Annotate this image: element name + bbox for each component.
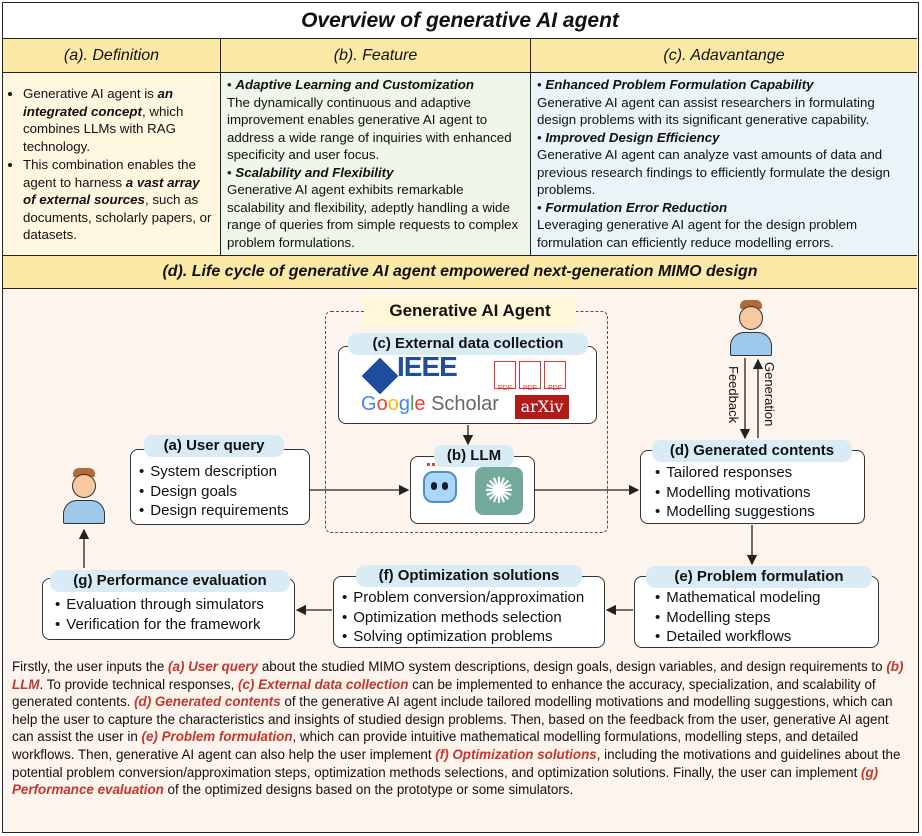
highlighted-term: (b) LLM	[12, 659, 904, 692]
description-text: . To provide technical responses,	[39, 676, 239, 692]
definition-body: Generative AI agent is an integrated con…	[3, 73, 221, 255]
agent-title: Generative AI Agent	[364, 296, 576, 326]
definition-bullet: Generative AI agent is an integrated con…	[23, 85, 214, 155]
list-item: Modelling steps	[655, 608, 878, 628]
advantage-text: Leveraging generative AI agent for the d…	[537, 217, 858, 250]
advantage-text: Generative AI agent can assist researche…	[537, 94, 875, 128]
list-item: Design requirements	[139, 501, 309, 521]
generated-contents-box: Tailored responses Modelling motivations…	[640, 450, 865, 524]
chatgpt-icon: ✺	[475, 467, 523, 515]
user-icon-left	[62, 468, 106, 526]
feature-text: Generative AI agent exhibits remarkable …	[227, 182, 519, 250]
advantage-item: • Improved Design Efficiency	[537, 129, 720, 145]
robot-icon	[423, 471, 457, 503]
advantage-body: • Enhanced Problem Formulation Capabilit…	[531, 73, 917, 255]
description-text: can be implemented to enhance the accura…	[12, 676, 876, 710]
highlighted-term: (c) External data collection	[238, 676, 409, 692]
list-item: Solving optimization problems	[342, 627, 604, 647]
list-item: Tailored responses	[655, 463, 864, 483]
optimization-solutions-label: (f) Optimization solutions	[356, 565, 582, 587]
list-item: Modelling motivations	[655, 483, 864, 503]
list-item: Modelling suggestions	[655, 502, 864, 522]
llm-box: ✺	[410, 456, 535, 524]
pdf-icons: PDF PDF PDF	[494, 361, 566, 392]
list-item: Design goals	[139, 482, 309, 502]
list-item: Problem conversion/approximation	[342, 588, 604, 608]
lifecycle-description: Firstly, the user inputs the (a) User qu…	[12, 658, 907, 799]
pdf-icon: PDF	[494, 361, 516, 392]
optimization-solutions-box: Problem conversion/approximation Optimiz…	[333, 576, 605, 648]
description-text: , which can provide intuitive mathematic…	[12, 729, 859, 762]
external-data-box: IEEE Google Scholar PDF PDF PDF arXiv	[338, 346, 597, 424]
highlighted-term: (e) Problem formulation	[141, 729, 293, 745]
list-item: Mathematical modeling	[655, 588, 878, 608]
advantage-text: Generative AI agent can analyze vast amo…	[537, 147, 891, 197]
description-text: of the optimized designs based on the pr…	[163, 782, 574, 798]
user-icon-right	[729, 300, 773, 358]
list-item: System description	[139, 462, 309, 482]
figure-title: Overview of generative AI agent	[3, 3, 917, 39]
highlighted-term: (a) User query	[168, 659, 259, 674]
feature-body: • Adaptive Learning and Customization Th…	[221, 73, 531, 255]
description-text: of the generative AI agent include tailo…	[12, 694, 893, 745]
problem-formulation-label: (e) Problem formulation	[646, 566, 872, 588]
highlighted-term: (f) Optimization solutions	[435, 746, 597, 762]
performance-evaluation-label: (g) Performance evaluation	[50, 570, 290, 592]
feature-header: (b). Feature	[221, 39, 531, 73]
list-item: Verification for the framework	[55, 615, 294, 635]
llm-label: (b) LLM	[434, 445, 514, 467]
advantage-item: • Formulation Error Reduction	[537, 199, 728, 215]
feature-text: The dynamically continuous and adaptive …	[227, 94, 512, 163]
description-text: Firstly, the user inputs the	[12, 659, 169, 674]
arxiv-logo: arXiv	[515, 395, 569, 419]
description-text: about the studied MIMO system descriptio…	[258, 659, 887, 674]
feedback-label: Feedback	[726, 366, 741, 424]
feature-item: • Adaptive Learning and Customization	[227, 77, 474, 92]
generation-label: Generation	[762, 362, 777, 427]
pdf-icon: PDF	[544, 361, 566, 392]
ieee-text: IEEE	[397, 351, 458, 382]
definition-bullet: This combination enables the agent to ha…	[23, 156, 214, 244]
pdf-icon: PDF	[519, 361, 541, 392]
external-data-label: (c) External data collection	[348, 333, 588, 355]
list-item: Evaluation through simulators	[55, 595, 294, 615]
advantage-item: • Enhanced Problem Formulation Capabilit…	[537, 77, 814, 92]
description-text: , including the motivations and guidelin…	[12, 746, 901, 780]
feature-item: • Scalability and Flexibility	[227, 164, 394, 180]
highlighted-term: (d) Generated contents	[134, 694, 281, 710]
problem-formulation-box: Mathematical modeling Modelling steps De…	[634, 576, 879, 648]
user-query-label: (a) User query	[144, 435, 284, 457]
list-item: Detailed workflows	[655, 627, 878, 647]
advantage-header: (c). Adavantange	[531, 39, 917, 73]
generated-contents-label: (d) Generated contents	[652, 440, 852, 462]
google-scholar-logo: Google Scholar	[361, 393, 499, 415]
definition-header: (a). Definition	[3, 39, 221, 73]
list-item: Optimization methods selection	[342, 608, 604, 628]
lifecycle-header: (d). Life cycle of generative AI agent e…	[3, 255, 917, 289]
user-query-box: System description Design goals Design r…	[130, 449, 310, 525]
highlighted-term: (g) Performance evaluation	[12, 764, 879, 798]
